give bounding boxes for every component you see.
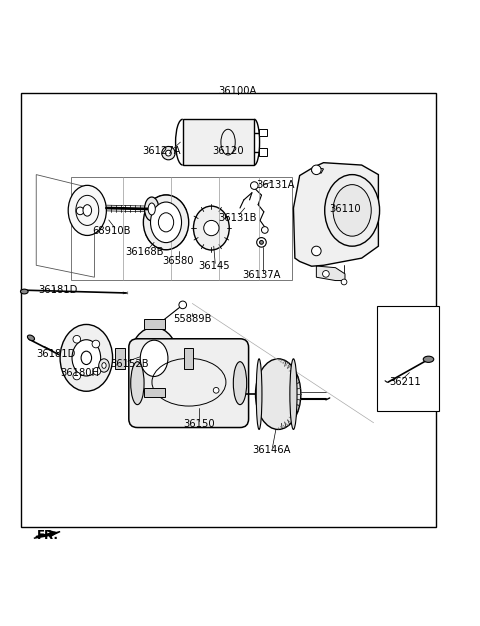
Ellipse shape	[68, 185, 107, 235]
Bar	[259, 148, 267, 155]
Circle shape	[204, 220, 219, 236]
Text: 36580: 36580	[162, 255, 194, 265]
Ellipse shape	[81, 351, 92, 364]
Circle shape	[93, 367, 101, 375]
Text: FR.: FR.	[37, 530, 59, 542]
Circle shape	[341, 279, 347, 285]
Circle shape	[73, 336, 81, 343]
Bar	[184, 348, 193, 369]
Text: 36110: 36110	[329, 204, 361, 214]
Circle shape	[213, 387, 219, 393]
Text: 36127A: 36127A	[142, 146, 180, 156]
Ellipse shape	[130, 327, 178, 389]
Ellipse shape	[158, 213, 174, 232]
Bar	[144, 388, 165, 398]
Circle shape	[76, 207, 84, 215]
Text: 36180H: 36180H	[60, 367, 100, 377]
Circle shape	[257, 238, 266, 247]
Text: 36100A: 36100A	[218, 86, 257, 96]
Polygon shape	[316, 266, 345, 280]
FancyBboxPatch shape	[129, 339, 249, 428]
Circle shape	[251, 182, 258, 190]
Text: 36181D: 36181D	[36, 349, 76, 359]
Ellipse shape	[72, 340, 101, 376]
Ellipse shape	[233, 362, 247, 404]
Bar	[22, 93, 436, 527]
Bar	[71, 177, 292, 280]
Text: 68910B: 68910B	[92, 226, 131, 236]
Ellipse shape	[99, 359, 109, 372]
Bar	[377, 306, 440, 411]
Ellipse shape	[324, 175, 380, 246]
Ellipse shape	[256, 359, 262, 429]
Text: 36145: 36145	[198, 261, 229, 271]
Circle shape	[92, 340, 100, 348]
Ellipse shape	[333, 185, 371, 236]
Ellipse shape	[148, 203, 156, 215]
Ellipse shape	[255, 359, 301, 429]
Bar	[144, 319, 165, 329]
Polygon shape	[293, 163, 378, 266]
Bar	[183, 119, 254, 165]
Text: 36137A: 36137A	[242, 270, 281, 280]
Text: 55889B: 55889B	[173, 314, 212, 324]
Circle shape	[312, 246, 321, 256]
Text: 36131A: 36131A	[256, 180, 295, 190]
Ellipse shape	[83, 205, 92, 216]
Text: 36146A: 36146A	[252, 446, 290, 456]
Polygon shape	[312, 167, 324, 173]
Text: 36131B: 36131B	[218, 213, 257, 223]
Circle shape	[260, 240, 264, 244]
Ellipse shape	[27, 335, 35, 341]
Circle shape	[262, 227, 268, 233]
Circle shape	[179, 301, 187, 309]
Text: 36168B: 36168B	[125, 247, 164, 257]
Ellipse shape	[102, 362, 106, 368]
Circle shape	[166, 150, 171, 156]
Ellipse shape	[423, 356, 434, 362]
Circle shape	[323, 270, 329, 277]
Ellipse shape	[60, 324, 113, 391]
Ellipse shape	[151, 202, 181, 243]
Text: 36211: 36211	[389, 377, 420, 387]
Text: 36150: 36150	[184, 419, 215, 429]
Ellipse shape	[140, 340, 168, 376]
Ellipse shape	[144, 195, 189, 250]
Text: 36181D: 36181D	[38, 285, 77, 295]
Bar	[115, 348, 124, 369]
Circle shape	[162, 146, 175, 160]
Ellipse shape	[131, 362, 144, 404]
Ellipse shape	[193, 206, 229, 250]
Text: 36152B: 36152B	[110, 359, 149, 369]
Circle shape	[73, 372, 81, 380]
Text: 36120: 36120	[212, 146, 244, 156]
Polygon shape	[34, 531, 60, 538]
Ellipse shape	[21, 289, 28, 294]
Ellipse shape	[144, 197, 159, 221]
Ellipse shape	[290, 359, 297, 429]
Circle shape	[312, 165, 321, 175]
Bar	[259, 129, 267, 136]
